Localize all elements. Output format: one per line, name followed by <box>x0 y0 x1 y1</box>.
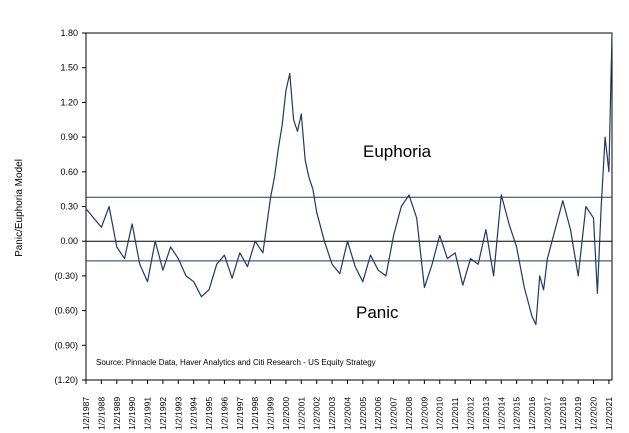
x-tick-label: 1/2/2001 <box>296 397 306 430</box>
x-tick-label: 1/2/1996 <box>219 397 229 430</box>
x-tick-label: 1/2/2007 <box>389 397 399 430</box>
y-tick-label: 0.00 <box>60 236 78 246</box>
x-tick-label: 1/2/1998 <box>250 397 260 430</box>
y-tick-label: 1.20 <box>60 97 78 107</box>
series-line <box>85 32 613 326</box>
y-tick-label: 1.50 <box>60 63 78 73</box>
x-tick-label: 1/2/2008 <box>404 397 414 430</box>
y-tick-label: 0.30 <box>60 202 78 212</box>
x-tick-label: 1/2/2005 <box>358 397 368 430</box>
x-tick-label: 1/2/2002 <box>312 397 322 430</box>
x-tick-label: 1/2/2000 <box>281 397 291 430</box>
y-tick-label: (0.60) <box>54 306 78 316</box>
y-axis-label: Panic/Euphoria Model <box>14 159 25 257</box>
x-tick-label: 1/2/2004 <box>342 397 352 430</box>
x-tick-label: 1/2/1989 <box>112 397 122 430</box>
x-tick-label: 1/2/2019 <box>573 397 583 430</box>
x-tick-label: 1/2/1997 <box>235 397 245 430</box>
x-tick-label: 1/2/2016 <box>527 397 537 430</box>
y-tick-label: (1.20) <box>54 375 78 385</box>
x-tick-label: 1/2/2017 <box>542 397 552 430</box>
x-tick-label: 1/2/1991 <box>143 397 153 430</box>
x-tick-label: 1/2/2020 <box>589 397 599 430</box>
y-tick-label: (0.30) <box>54 271 78 281</box>
x-tick-label: 1/2/1987 <box>81 397 91 430</box>
y-tick-label: 1.80 <box>60 28 78 38</box>
plot-frame <box>85 32 613 381</box>
y-tick-label: 0.90 <box>60 132 78 142</box>
panic-annotation: Panic <box>356 303 399 322</box>
x-tick-label: 1/2/2018 <box>558 397 568 430</box>
x-tick-label: 1/2/1999 <box>266 397 276 430</box>
x-tick-label: 1/2/2010 <box>435 397 445 430</box>
x-tick-label: 1/2/2012 <box>466 397 476 430</box>
x-axis-ticks: 1/2/1987 1/2/1988 1/2/1989 1/2/1990 1/2/1991… <box>81 380 614 430</box>
source-note: Source: Pinnacle Data, Haver Analytics a… <box>96 358 376 367</box>
x-tick-label: 1/2/2014 <box>496 397 506 430</box>
y-tick-label: (0.90) <box>54 340 78 350</box>
x-tick-label: 1/2/1988 <box>96 397 106 430</box>
x-tick-label: 1/2/1995 <box>204 397 214 430</box>
x-tick-label: 1/2/2021 <box>604 397 614 430</box>
x-tick-label: 1/2/1990 <box>127 397 137 430</box>
x-tick-label: 1/2/2009 <box>419 397 429 430</box>
x-tick-label: 1/2/1994 <box>189 397 199 430</box>
y-axis-ticks: 1.80 1.50 1.20 0.90 0.60 0.30 0.00 (0.30) (0.60)… <box>54 28 86 385</box>
euphoria-annotation: Euphoria <box>363 142 432 161</box>
plot-area <box>85 32 613 381</box>
x-tick-label: 1/2/2015 <box>512 397 522 430</box>
x-tick-label: 1/2/1992 <box>158 397 168 430</box>
y-tick-label: 0.60 <box>60 167 78 177</box>
x-tick-label: 1/2/2006 <box>373 397 383 430</box>
x-tick-label: 1/2/1993 <box>173 397 183 430</box>
x-tick-label: 1/2/2013 <box>481 397 491 430</box>
x-tick-label: 1/2/2003 <box>327 397 337 430</box>
x-tick-label: 1/2/2011 <box>450 397 460 430</box>
